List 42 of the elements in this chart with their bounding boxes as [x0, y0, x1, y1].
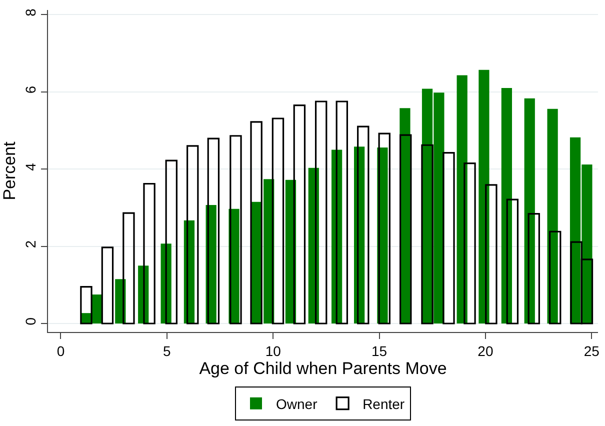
bar	[464, 162, 476, 324]
bar	[230, 135, 242, 324]
bar	[143, 182, 156, 324]
bar	[250, 121, 262, 324]
y-tick-label: 2	[22, 240, 38, 248]
bar	[272, 118, 284, 324]
bar	[421, 144, 434, 324]
bar	[506, 198, 519, 324]
bar	[547, 108, 558, 324]
x-axis-title: Age of Child when Parents Move	[199, 359, 447, 378]
y-axis-title: Percent	[0, 141, 19, 200]
x-tick-label: 0	[56, 342, 65, 359]
bar	[378, 132, 390, 324]
x-tick-label: 15	[371, 342, 388, 359]
x-tick-label: 25	[584, 342, 600, 359]
bar	[293, 104, 306, 324]
bar	[165, 160, 178, 324]
bar	[400, 134, 412, 324]
bar	[528, 213, 540, 324]
x-tick-label: 5	[163, 342, 172, 359]
bar	[336, 100, 348, 324]
bar	[357, 126, 370, 324]
y-tick-label: 6	[22, 86, 38, 94]
bar	[101, 246, 114, 324]
legend-label: Owner	[276, 396, 318, 412]
bar	[442, 152, 455, 324]
x-tick-label: 10	[265, 342, 282, 359]
legend-label: Renter	[362, 396, 405, 412]
bar	[524, 98, 535, 324]
y-tick-label: 8	[22, 8, 38, 16]
bar	[501, 88, 512, 324]
y-tick-label: 4	[22, 162, 38, 171]
bar	[122, 212, 135, 324]
bar	[478, 70, 490, 324]
x-tick-label: 20	[478, 342, 494, 359]
bar	[485, 184, 498, 324]
bar	[80, 286, 92, 324]
bar	[186, 145, 199, 324]
y-tick-label: 0	[22, 317, 38, 326]
bar	[314, 100, 328, 324]
bar	[207, 138, 220, 324]
bar	[549, 230, 562, 324]
